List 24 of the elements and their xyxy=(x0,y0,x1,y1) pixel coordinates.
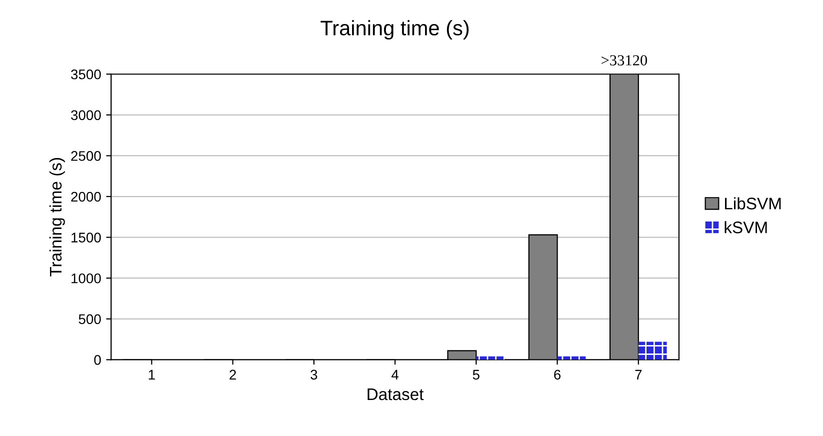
x-tick-label: 2 xyxy=(230,370,236,380)
legend-label: kSVM xyxy=(724,221,767,234)
x-tick-label: 1 xyxy=(148,370,155,380)
x-axis-title: Dataset xyxy=(368,388,424,400)
data-label: >33120 xyxy=(602,55,648,66)
bar xyxy=(476,356,505,360)
legend-label: LibSVM xyxy=(725,197,781,210)
chart-title: Training time (s) xyxy=(320,20,469,40)
y-tick-label: 2000 xyxy=(71,192,101,202)
x-tick-label: 4 xyxy=(391,370,398,380)
x-tick-label: 7 xyxy=(635,370,642,380)
y-tick-label: 2500 xyxy=(71,151,101,161)
y-tick-label: 500 xyxy=(78,314,101,324)
x-tick-label: 5 xyxy=(472,370,480,380)
y-tick-label: 3000 xyxy=(71,110,101,120)
y-tick-label: 3500 xyxy=(71,69,101,80)
y-axis-title: Training time (s) xyxy=(49,158,65,276)
bar xyxy=(638,342,667,360)
y-tick-label: 1500 xyxy=(72,232,101,242)
y-tick-label: 0 xyxy=(94,355,101,365)
bar xyxy=(557,356,586,360)
x-tick-label: 3 xyxy=(310,370,318,380)
y-tick-label: 1000 xyxy=(72,273,101,284)
x-tick-label: 6 xyxy=(554,370,561,380)
